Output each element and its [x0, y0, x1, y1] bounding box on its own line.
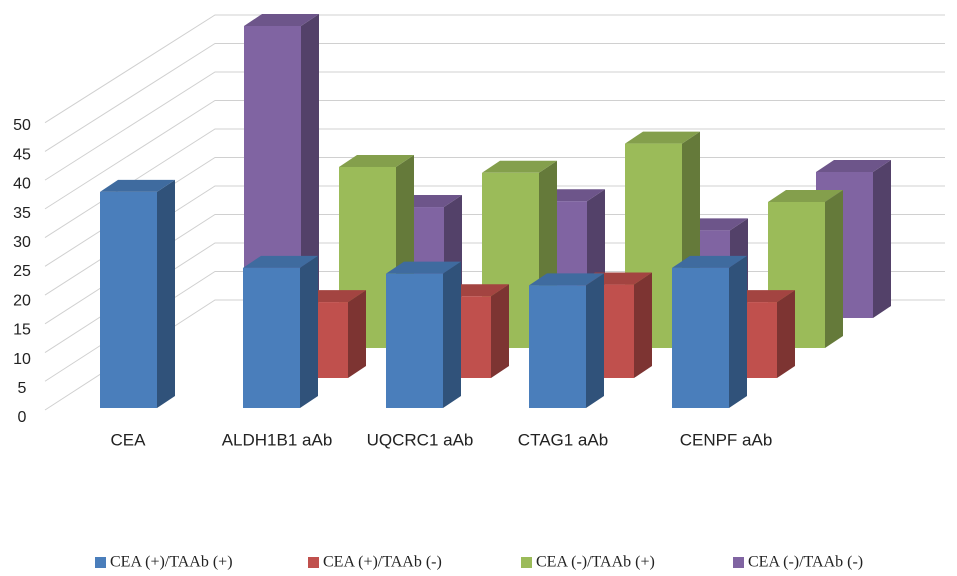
bar-front: [100, 191, 157, 408]
x-tick-label: CENPF aAb: [680, 430, 773, 449]
bar-top: [243, 255, 318, 268]
legend-swatch: [95, 557, 106, 568]
y-tick-label: 40: [13, 176, 31, 193]
bar-side: [729, 255, 747, 408]
legend-swatch: [308, 557, 319, 568]
bar-side: [825, 190, 843, 348]
bar-top: [100, 179, 175, 192]
bar: [768, 190, 843, 348]
y-tick-label: 10: [13, 351, 31, 368]
bar-top: [339, 154, 414, 167]
bar-front: [529, 285, 586, 408]
bar-side: [348, 290, 366, 378]
legend-label: CEA (-)/TAAb (+): [536, 554, 655, 571]
grid-line: [44, 100, 945, 210]
legend-label: CEA (-)/TAAb (-): [748, 554, 863, 571]
bar-top: [244, 14, 319, 26]
bar-top: [625, 131, 700, 144]
bar-side: [491, 284, 509, 378]
x-tick-label: CEA: [111, 430, 147, 449]
legend-swatch: [733, 557, 744, 568]
bar-top: [816, 160, 891, 172]
legend-swatch: [521, 557, 532, 568]
legend-label: CEA (+)/TAAb (+): [110, 554, 233, 571]
x-tick-label: UQCRC1 aAb: [367, 430, 474, 449]
y-tick-label: 5: [18, 380, 27, 397]
y-tick-label: 35: [13, 205, 31, 222]
y-tick-label: 50: [13, 117, 31, 134]
bar-side: [634, 272, 652, 378]
bar: [529, 273, 604, 408]
bar: [386, 261, 461, 408]
bar-side: [157, 179, 175, 408]
y-tick-label: 30: [13, 234, 31, 251]
y-tick-label: 45: [13, 146, 31, 163]
bar-top: [482, 160, 557, 173]
bar-side: [586, 273, 604, 408]
bar-top: [672, 255, 747, 268]
x-tick-label: ALDH1B1 aAb: [222, 430, 333, 449]
bar: [243, 255, 318, 408]
grid-line: [44, 43, 945, 152]
y-tick-label: 0: [18, 409, 27, 426]
grid-line: [44, 71, 945, 181]
x-tick-label: CTAG1 aAb: [518, 430, 608, 449]
bar-front: [386, 273, 443, 408]
y-tick-label: 25: [13, 263, 31, 280]
bar-side: [301, 14, 319, 318]
bar: [672, 255, 747, 408]
bar-top: [768, 190, 843, 202]
bar-top: [386, 261, 461, 274]
bar-front: [243, 267, 300, 408]
bar-top: [529, 273, 604, 286]
bar-side: [777, 290, 795, 378]
bar-side: [300, 255, 318, 408]
bar: [100, 179, 175, 408]
y-tick-label: 20: [13, 292, 31, 309]
bar-side: [443, 261, 461, 408]
legend-label: CEA (+)/TAAb (-): [323, 554, 442, 571]
grid-line: [44, 14, 945, 124]
bar-front: [672, 267, 729, 408]
y-tick-label: 15: [13, 322, 31, 339]
bar-side: [873, 160, 891, 318]
